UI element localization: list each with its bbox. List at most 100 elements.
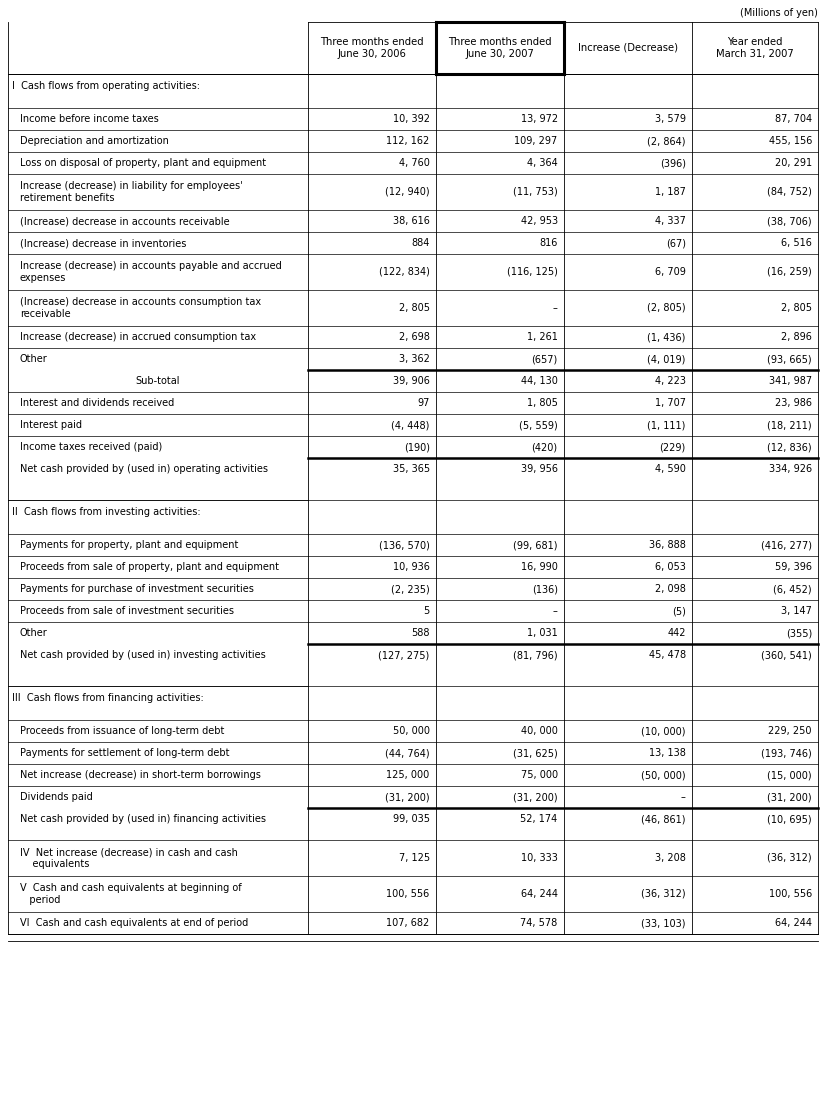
Text: 3, 208: 3, 208 (655, 853, 686, 863)
Text: Payments for property, plant and equipment: Payments for property, plant and equipme… (20, 540, 238, 550)
Text: 42, 953: 42, 953 (521, 216, 558, 226)
Text: 39, 956: 39, 956 (521, 464, 558, 474)
Text: (2, 235): (2, 235) (391, 584, 429, 593)
Text: (360, 541): (360, 541) (761, 650, 812, 660)
Text: 1, 707: 1, 707 (654, 397, 686, 408)
Text: (99, 681): (99, 681) (513, 540, 558, 550)
Text: Sub-total: Sub-total (136, 376, 180, 387)
Text: (Increase) decrease in inventories: (Increase) decrease in inventories (20, 238, 186, 247)
Text: (Increase) decrease in accounts receivable: (Increase) decrease in accounts receivab… (20, 216, 230, 226)
Text: Net cash provided by (used in) operating activities: Net cash provided by (used in) operating… (20, 464, 268, 474)
Text: 45, 478: 45, 478 (648, 650, 686, 660)
Text: II  Cash flows from investing activities:: II Cash flows from investing activities: (12, 507, 200, 517)
Text: (5, 559): (5, 559) (519, 420, 558, 430)
Text: Payments for purchase of investment securities: Payments for purchase of investment secu… (20, 584, 254, 593)
Text: 1, 031: 1, 031 (527, 629, 558, 638)
Text: 107, 682: 107, 682 (386, 918, 429, 927)
Text: –: – (553, 303, 558, 313)
Text: (50, 000): (50, 000) (641, 770, 686, 780)
Text: (67): (67) (666, 238, 686, 247)
Text: 1, 187: 1, 187 (655, 187, 686, 197)
Text: 334, 926: 334, 926 (769, 464, 812, 474)
Text: 40, 000: 40, 000 (521, 726, 558, 736)
Text: (Millions of yen): (Millions of yen) (740, 8, 818, 18)
Text: 4, 337: 4, 337 (655, 216, 686, 226)
Text: Loss on disposal of property, plant and equipment: Loss on disposal of property, plant and … (20, 158, 266, 168)
Text: 229, 250: 229, 250 (769, 726, 812, 736)
Text: 74, 578: 74, 578 (521, 918, 558, 927)
Text: (15, 000): (15, 000) (767, 770, 812, 780)
Text: 884: 884 (411, 238, 429, 247)
Text: (416, 277): (416, 277) (761, 540, 812, 550)
Text: 2, 805: 2, 805 (781, 303, 812, 313)
Text: 6, 516: 6, 516 (781, 238, 812, 247)
Text: III  Cash flows from financing activities:: III Cash flows from financing activities… (12, 693, 204, 703)
Text: 10, 333: 10, 333 (521, 853, 558, 863)
Text: (18, 211): (18, 211) (767, 420, 812, 430)
Text: (1, 436): (1, 436) (648, 332, 686, 342)
Text: Dividends paid: Dividends paid (20, 792, 93, 802)
Text: (81, 796): (81, 796) (513, 650, 558, 660)
Text: Increase (decrease) in accrued consumption tax: Increase (decrease) in accrued consumpti… (20, 332, 256, 342)
Text: 50, 000: 50, 000 (393, 726, 429, 736)
Text: 4, 364: 4, 364 (527, 158, 558, 168)
Text: Proceeds from issuance of long-term debt: Proceeds from issuance of long-term debt (20, 726, 224, 736)
Text: Income taxes received (paid): Income taxes received (paid) (20, 442, 162, 452)
Text: Interest and dividends received: Interest and dividends received (20, 397, 174, 408)
Text: 16, 990: 16, 990 (521, 562, 558, 572)
Text: (2, 805): (2, 805) (647, 303, 686, 313)
Text: 6, 053: 6, 053 (655, 562, 686, 572)
Text: (31, 200): (31, 200) (767, 792, 812, 802)
Text: V  Cash and cash equivalents at beginning of
   period: V Cash and cash equivalents at beginning… (20, 884, 241, 904)
Text: 23, 986: 23, 986 (775, 397, 812, 408)
Text: 35, 365: 35, 365 (392, 464, 429, 474)
Text: 109, 297: 109, 297 (514, 136, 558, 146)
Text: 112, 162: 112, 162 (386, 136, 429, 146)
Text: (31, 625): (31, 625) (513, 748, 558, 758)
Text: (44, 764): (44, 764) (385, 748, 429, 758)
Text: 100, 556: 100, 556 (386, 889, 429, 899)
Text: –: – (681, 792, 686, 802)
Text: IV  Net increase (decrease) in cash and cash
    equivalents: IV Net increase (decrease) in cash and c… (20, 848, 238, 868)
Text: (31, 200): (31, 200) (385, 792, 429, 802)
Text: (46, 861): (46, 861) (641, 814, 686, 825)
Text: Income before income taxes: Income before income taxes (20, 114, 159, 124)
Text: 10, 392: 10, 392 (393, 114, 429, 124)
Text: 38, 616: 38, 616 (393, 216, 429, 226)
Text: (127, 275): (127, 275) (378, 650, 429, 660)
Text: 39, 906: 39, 906 (393, 376, 429, 387)
Text: (6, 452): (6, 452) (774, 584, 812, 593)
Text: (36, 312): (36, 312) (641, 889, 686, 899)
Text: (16, 259): (16, 259) (767, 267, 812, 277)
Text: (1, 111): (1, 111) (648, 420, 686, 430)
Text: (Increase) decrease in accounts consumption tax
receivable: (Increase) decrease in accounts consumpt… (20, 297, 261, 319)
Text: 2, 805: 2, 805 (399, 303, 429, 313)
Text: (136): (136) (531, 584, 558, 593)
Text: 100, 556: 100, 556 (769, 889, 812, 899)
Text: 97: 97 (417, 397, 429, 408)
Text: 13, 972: 13, 972 (521, 114, 558, 124)
Text: 4, 223: 4, 223 (654, 376, 686, 387)
Text: (657): (657) (531, 354, 558, 364)
Text: (396): (396) (660, 158, 686, 168)
Text: Interest paid: Interest paid (20, 420, 82, 430)
Text: 588: 588 (411, 629, 429, 638)
Text: (31, 200): (31, 200) (513, 792, 558, 802)
Text: (38, 706): (38, 706) (767, 216, 812, 226)
Text: Net cash provided by (used in) financing activities: Net cash provided by (used in) financing… (20, 814, 266, 825)
Text: 7, 125: 7, 125 (399, 853, 429, 863)
Text: (122, 834): (122, 834) (379, 267, 429, 277)
Text: 44, 130: 44, 130 (521, 376, 558, 387)
Text: Increase (decrease) in accounts payable and accrued
expenses: Increase (decrease) in accounts payable … (20, 262, 282, 283)
Text: (93, 665): (93, 665) (767, 354, 812, 364)
Text: (193, 746): (193, 746) (761, 748, 812, 758)
Text: 1, 805: 1, 805 (527, 397, 558, 408)
Text: (190): (190) (404, 442, 429, 452)
Text: 2, 896: 2, 896 (781, 332, 812, 342)
Text: –: – (553, 606, 558, 616)
Text: Proceeds from sale of investment securities: Proceeds from sale of investment securit… (20, 606, 234, 616)
Text: 3, 147: 3, 147 (781, 606, 812, 616)
Text: (2, 864): (2, 864) (647, 136, 686, 146)
Text: (33, 103): (33, 103) (641, 918, 686, 927)
Text: (10, 000): (10, 000) (641, 726, 686, 736)
